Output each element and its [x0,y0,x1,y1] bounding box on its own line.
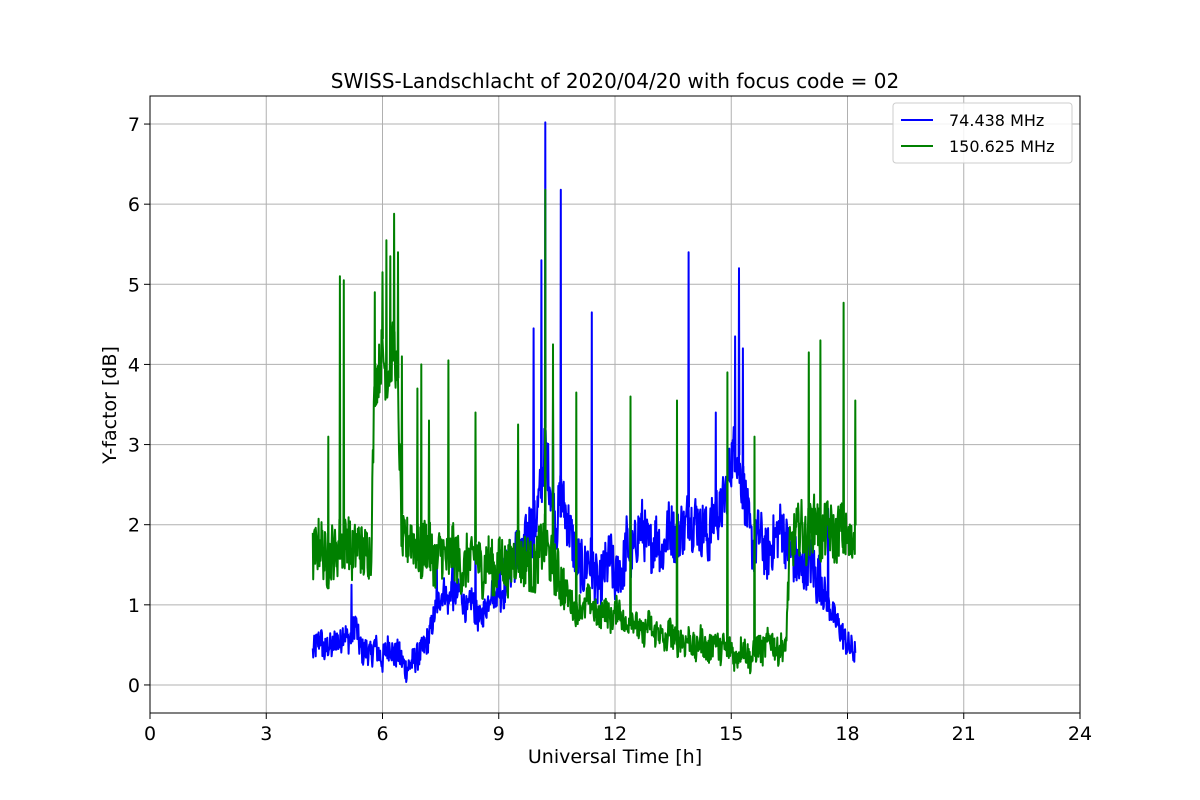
y-tick-label: 5 [128,274,140,296]
x-tick-label: 12 [603,723,627,745]
y-tick-label: 4 [128,354,140,376]
y-tick-label: 7 [128,114,140,136]
x-tick-label: 0 [144,723,156,745]
x-tick-label: 9 [493,723,505,745]
x-tick-label: 15 [719,723,743,745]
y-tick-label: 2 [128,515,140,537]
legend: 74.438 MHz 150.625 MHz [892,102,1073,164]
y-tick-label: 1 [128,595,140,617]
x-tick-label: 18 [835,723,859,745]
series-line-1 [311,121,857,683]
series-line-2 [311,188,857,675]
x-tick-label: 24 [1068,723,1092,745]
y-tick-label: 3 [128,435,140,457]
x-tick-label: 6 [376,723,388,745]
chart-title: SWISS-Landschlacht of 2020/04/20 with fo… [331,69,899,93]
y-tick-label: 0 [128,675,140,697]
legend-label-2: 150.625 MHz [949,137,1054,156]
legend-label-1: 74.438 MHz [949,111,1044,130]
y-tick-label: 6 [128,194,140,216]
legend-box [892,102,1073,164]
y-axis-title: Y-factor [dB] [99,346,121,465]
x-axis-title: Universal Time [h] [528,746,702,768]
x-tick-label: 21 [952,723,976,745]
x-tick-label: 3 [260,723,272,745]
